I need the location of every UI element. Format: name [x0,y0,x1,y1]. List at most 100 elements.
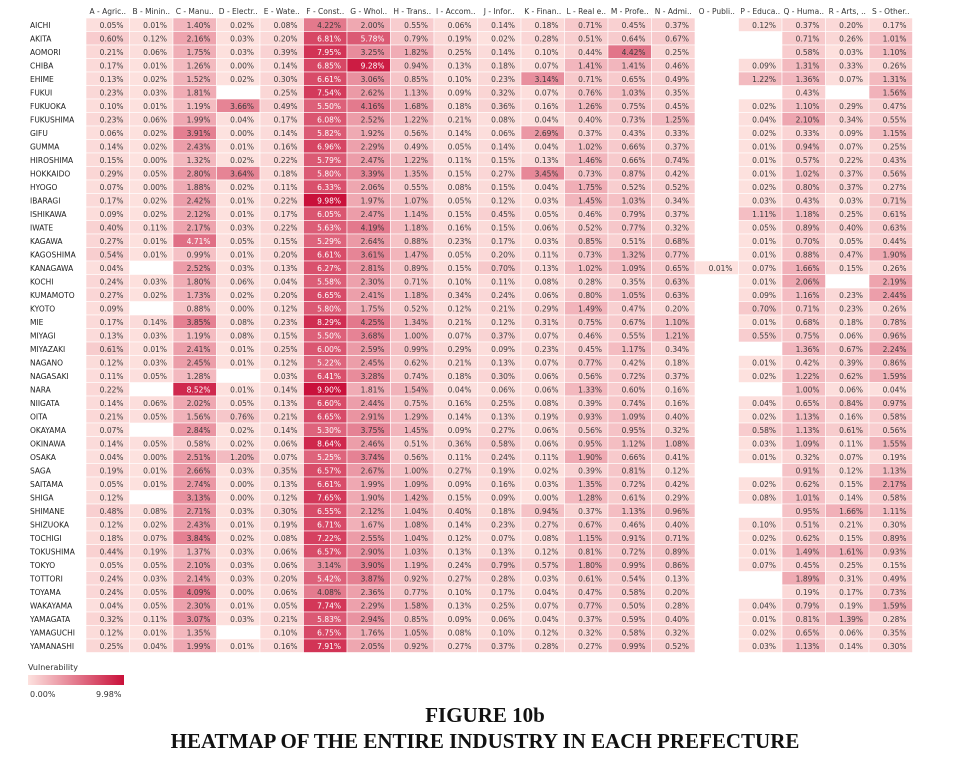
cell-value-label: 0.02% [752,372,776,381]
cell-value-label: 0.01% [143,102,167,111]
cell-value-label: 1.81% [187,88,211,97]
cell-value-label: 0.46% [578,210,602,219]
heatmap-chart: A - Agric.. B - Minin.. C - Manu.. D - Elec… [29,7,913,653]
cell-value-label: 2.42% [187,196,211,205]
cell-value-label: 0.24% [491,291,515,300]
cell-value-label: 3.64% [230,169,254,178]
cell-value-label: 0.00% [230,61,254,70]
cell-value-label: 3.14% [317,561,341,570]
row-label: OKINAWA [30,439,66,448]
cell-value-label: 0.15% [448,210,472,219]
cell-value-label: 0.02% [230,291,254,300]
cell-value-label: 0.49% [274,102,298,111]
cell-value-label: 0.02% [143,196,167,205]
cell-value-label: 0.06% [274,561,298,570]
cell-value-label: 0.08% [491,115,515,124]
cell-value-label: 0.14% [274,385,298,394]
cell-value-label: 0.09% [752,61,776,70]
row-label: OITA [30,412,48,421]
cell-value-label: 0.19% [274,520,298,529]
cell-value-label: 0.40% [839,223,863,232]
cell-value-label: 0.49% [665,75,689,84]
cell-value-label: 1.15% [883,129,907,138]
cell-value-label: 0.18% [448,102,472,111]
cell-value-label: 0.17% [274,115,298,124]
cell-value-label: 0.07% [535,88,559,97]
cell-value-label: 4.25% [361,318,385,327]
cell-value-label: 0.80% [796,183,820,192]
cell-value-label: 0.25% [839,561,863,570]
cell-value-label: 0.36% [491,102,515,111]
cell-value-label: 0.61% [883,210,907,219]
cell-value-label: 0.95% [622,426,646,435]
cell-value-label: 0.28% [535,642,559,651]
cell-value-label: 0.01% [230,250,254,259]
cell-value-label: 0.58% [752,426,776,435]
cell-value-label: 0.11% [143,615,167,624]
cell-value-label: 1.13% [883,466,907,475]
cell-value-label: 0.99% [404,345,428,354]
cell-value-label: 0.08% [752,493,776,502]
cell-value-label: 0.19% [491,466,515,475]
cell-value-label: 0.08% [448,183,472,192]
cell-value-label: 0.01% [230,142,254,151]
cell-value-label: 1.45% [404,426,428,435]
cell-value-label: 0.06% [448,21,472,30]
cell-value-label: 0.58% [491,439,515,448]
cell-value-label: 0.02% [143,75,167,84]
cell-value-label: 0.84% [839,399,863,408]
cell-value-label: 0.70% [796,237,820,246]
cell-value-label: 0.56% [404,453,428,462]
cell-value-label: 0.55% [404,183,428,192]
cell-value-label: 1.04% [404,507,428,516]
cell-value-label: 0.55% [622,331,646,340]
cell-value-label: 0.59% [622,615,646,624]
cell-value-label: 2.17% [883,480,907,489]
cell-value-label: 0.66% [622,453,646,462]
cell-value-label: 0.79% [622,210,646,219]
cell-value-label: 1.00% [404,466,428,475]
row-label: CHIBA [30,61,54,70]
cell-value-label: 0.58% [796,48,820,57]
cell-value-label: 1.01% [796,493,820,502]
column-header: D - Electr.. [219,7,258,16]
cell-value-label: 0.06% [274,439,298,448]
cell-value-label: 0.14% [274,426,298,435]
cell-value-label: 5.83% [317,615,341,624]
cell-value-label: 0.08% [535,277,559,286]
cell-value-label: 1.75% [187,48,211,57]
cell-value-label: 0.03% [143,331,167,340]
cell-value-label: 0.89% [796,223,820,232]
cell-value-label: 0.62% [404,358,428,367]
cell-value-label: 1.58% [404,601,428,610]
cell-value-label: 0.71% [404,277,428,286]
cell-value-label: 0.02% [230,439,254,448]
cell-value-label: 0.07% [535,358,559,367]
cell-value-label: 0.06% [274,547,298,556]
cell-value-label: 4.16% [361,102,385,111]
cell-value-label: 0.71% [665,534,689,543]
row-label: KYOTO [30,304,55,313]
cell-value-label: 0.01% [143,466,167,475]
cell-value-label: 0.67% [665,34,689,43]
cell-value-label: 0.73% [578,250,602,259]
cell-value-label: 1.61% [839,547,863,556]
cell-value-label: 0.25% [448,48,472,57]
cell-value-label: 6.57% [317,466,341,475]
cell-value-label: 0.02% [230,534,254,543]
cell-value-label: 0.07% [143,534,167,543]
cell-value-label: 0.18% [491,61,515,70]
cell-value-label: 0.17% [100,196,124,205]
cell-value-label: 0.02% [143,210,167,219]
cell-value-label: 1.28% [578,493,602,502]
cell-value-label: 0.65% [796,399,820,408]
row-label: FUKUI [30,88,52,97]
cell-value-label: 0.72% [622,372,646,381]
cell-value-label: 1.13% [796,412,820,421]
cell-value-label: 1.90% [578,453,602,462]
cell-value-label: 1.76% [361,628,385,637]
row-label: NARA [30,385,52,394]
cell-value-label: 2.10% [187,561,211,570]
cell-value-label: 0.45% [578,345,602,354]
cell-value-label: 6.61% [317,75,341,84]
